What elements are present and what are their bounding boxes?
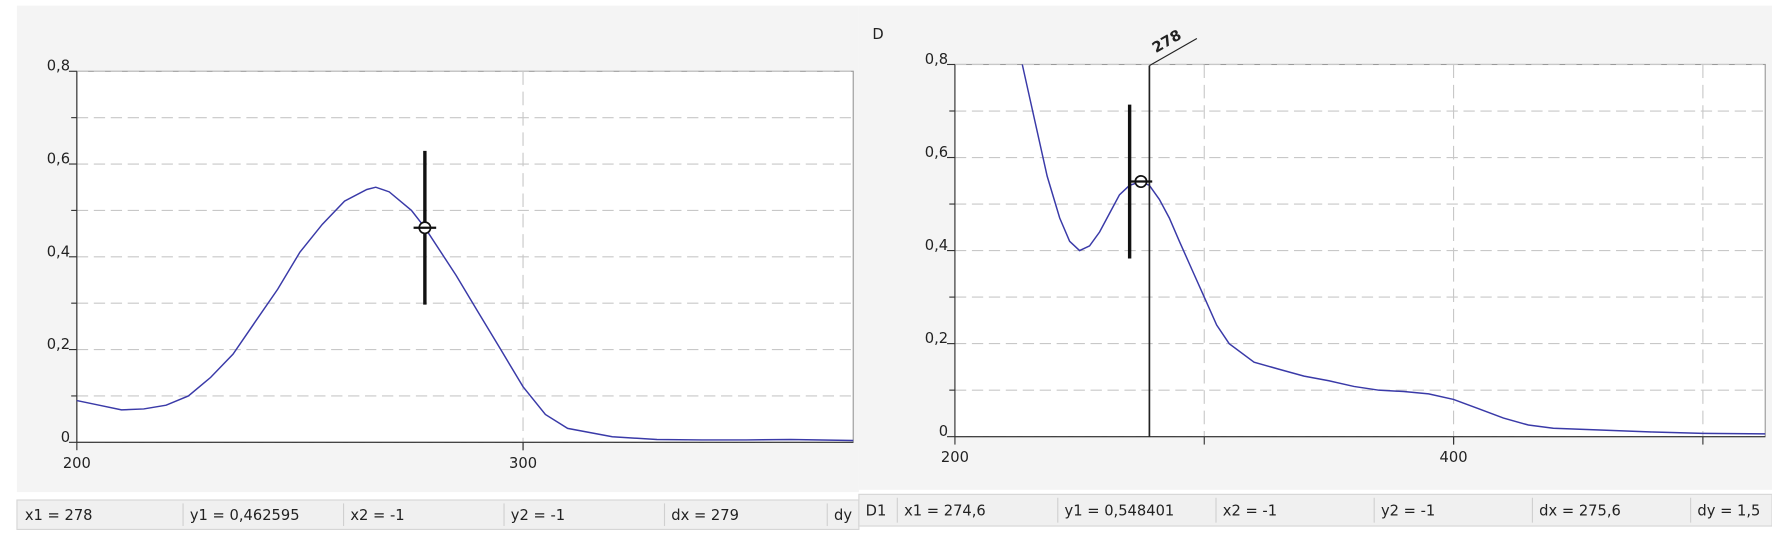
plot-area: [954, 63, 1766, 438]
status-cell: x2 = -1: [1223, 502, 1277, 519]
status-cell: x1 = 274,6: [904, 502, 986, 519]
status-cell: dy = 1,5: [1697, 502, 1760, 519]
status-cell: x1 = 278: [25, 507, 93, 524]
status-cell: D1: [866, 502, 887, 519]
y-tick-label: 0,6: [47, 151, 70, 168]
status-cell: y2 = -1: [1381, 502, 1435, 519]
spectrum-line: [76, 186, 854, 442]
y-tick-label: 0,2: [925, 330, 948, 347]
status-cell: x2 = -1: [350, 507, 404, 524]
spectrum-line: [1021, 64, 1766, 435]
status-cell: y1 = 0,462595: [190, 507, 300, 524]
y-tick-label: 0,4: [47, 243, 70, 260]
status-cell: dx = 275,6: [1539, 502, 1621, 519]
y-tick-label: 0,2: [47, 336, 70, 353]
status-cell: dx = 279: [671, 507, 739, 524]
status-bar: [16, 499, 860, 530]
y-tick-label: 0: [939, 423, 948, 440]
y-tick-label: 0,8: [925, 51, 948, 68]
status-cell: dy: [834, 507, 852, 524]
y-tick-label: 0,6: [925, 144, 948, 161]
y-tick-label: 0: [61, 429, 70, 446]
marker-flag: [1149, 37, 1198, 67]
y-tick-label: 0,4: [925, 237, 948, 254]
plot-area: [76, 70, 854, 443]
status-cell: y2 = -1: [511, 507, 565, 524]
x-tick-label: 200: [63, 455, 91, 472]
status-bar: [858, 493, 1772, 527]
y-tick-label: 0,8: [47, 58, 70, 75]
x-tick-label: 400: [1440, 449, 1468, 466]
x-tick-label: 300: [509, 455, 537, 472]
status-cell: y1 = 0,548401: [1065, 502, 1175, 519]
x-tick-label: 200: [941, 449, 969, 466]
chart-title: D: [872, 26, 883, 43]
